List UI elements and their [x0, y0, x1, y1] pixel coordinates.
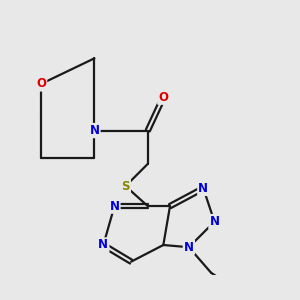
Text: N: N: [209, 215, 219, 228]
Text: N: N: [89, 124, 99, 137]
Text: O: O: [158, 91, 168, 104]
Text: N: N: [98, 238, 108, 251]
Text: N: N: [110, 200, 119, 213]
Text: S: S: [121, 180, 130, 193]
Text: O: O: [36, 77, 46, 90]
Text: N: N: [184, 241, 194, 254]
Text: N: N: [198, 182, 208, 195]
